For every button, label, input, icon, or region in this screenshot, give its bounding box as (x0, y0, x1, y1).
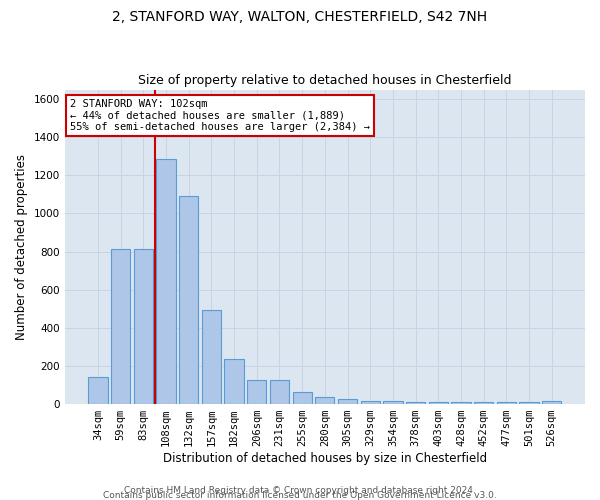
Bar (270, 380, 289, 404)
Bar (474, 402, 493, 404)
Bar (542, 400, 562, 404)
Bar (88, 378, 107, 404)
Bar (520, 402, 539, 404)
Bar (111, 248, 130, 404)
Bar (361, 400, 380, 404)
Text: 2 STANFORD WAY: 102sqm
← 44% of detached houses are smaller (1,889)
55% of semi-: 2 STANFORD WAY: 102sqm ← 44% of detached… (70, 99, 370, 132)
Bar (157, 159, 176, 404)
X-axis label: Distribution of detached houses by size in Chesterfield: Distribution of detached houses by size … (163, 452, 487, 465)
Bar (247, 380, 266, 404)
Bar (406, 402, 425, 404)
Text: Contains public sector information licensed under the Open Government Licence v3: Contains public sector information licen… (103, 491, 497, 500)
Bar (338, 398, 357, 404)
Bar (497, 402, 516, 404)
Text: Contains HM Land Registry data © Crown copyright and database right 2024.: Contains HM Land Registry data © Crown c… (124, 486, 476, 495)
Bar (179, 196, 199, 404)
Bar (224, 359, 244, 404)
Bar (293, 392, 312, 404)
Text: 2, STANFORD WAY, WALTON, CHESTERFIELD, S42 7NH: 2, STANFORD WAY, WALTON, CHESTERFIELD, S… (112, 10, 488, 24)
Title: Size of property relative to detached houses in Chesterfield: Size of property relative to detached ho… (138, 74, 512, 87)
Bar (383, 400, 403, 404)
Y-axis label: Number of detached properties: Number of detached properties (15, 154, 28, 340)
Bar (451, 402, 470, 404)
Bar (134, 248, 153, 404)
Bar (202, 310, 221, 404)
Bar (428, 402, 448, 404)
Bar (315, 397, 334, 404)
